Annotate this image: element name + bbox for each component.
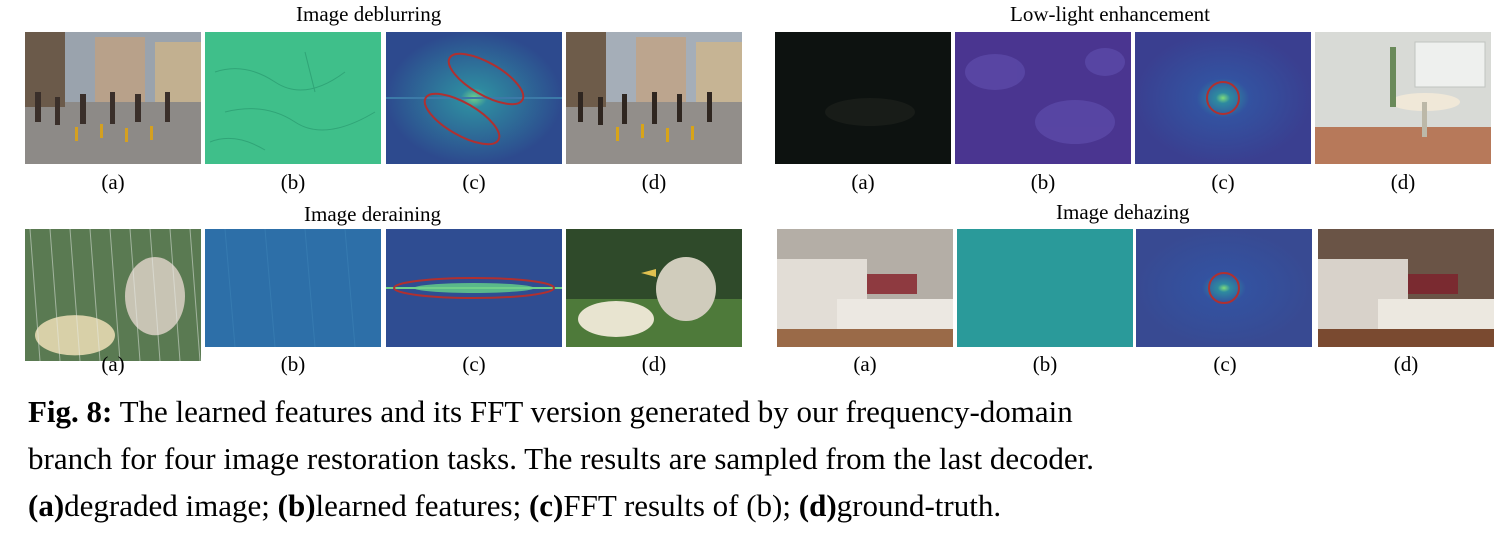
derain-ground-truth <box>566 229 742 347</box>
deblur-label-d: (d) <box>641 170 667 194</box>
lowlight-label-d: (d) <box>1390 170 1416 194</box>
lowlight-label-c: (c) <box>1211 170 1235 194</box>
dehaze-label-c: (c) <box>1213 352 1237 376</box>
caption-fig-label: Fig. 8: <box>28 394 113 429</box>
caption-line-1: Fig. 8: The learned features and its FFT… <box>28 388 1488 435</box>
caption-text-a: degraded image; <box>64 488 278 523</box>
lowlight-fft-result <box>1135 32 1311 164</box>
deblur-label-b: (b) <box>280 170 306 194</box>
caption-line-1-text: The learned features and its FFT version… <box>112 394 1073 429</box>
lowlight-learned-features <box>955 32 1131 164</box>
lowlight-ground-truth <box>1315 32 1491 164</box>
group-title-dehazing: Image dehazing <box>1056 200 1190 224</box>
derain-label-b: (b) <box>280 352 306 376</box>
deblur-ground-truth <box>566 32 742 164</box>
derain-learned-features <box>205 229 381 347</box>
dehaze-ground-truth <box>1318 229 1494 347</box>
caption-key-b: (b) <box>277 488 316 523</box>
caption-key-c: (c) <box>528 488 564 523</box>
lowlight-label-a: (a) <box>851 170 875 194</box>
caption-line-3: (a)degraded image; (b)learned features; … <box>28 482 1488 529</box>
dehaze-label-d: (d) <box>1393 352 1419 376</box>
dehaze-learned-features <box>957 229 1133 347</box>
deblur-fft-result <box>386 32 562 164</box>
group-title-deblurring: Image deblurring <box>296 2 442 26</box>
caption-key-d: (d) <box>798 488 837 523</box>
derain-label-d: (d) <box>641 352 667 376</box>
dehaze-label-a: (a) <box>853 352 877 376</box>
lowlight-degraded-image <box>775 32 951 164</box>
caption-text-d: ground-truth. <box>836 488 1002 523</box>
derain-label-c: (c) <box>462 352 486 376</box>
deblur-learned-features <box>205 32 381 164</box>
deblur-degraded-image <box>25 32 201 164</box>
dehaze-degraded-image <box>777 229 953 347</box>
group-title-lowlight: Low-light enhancement <box>1010 2 1211 26</box>
caption-text-b: learned features; <box>315 488 529 523</box>
derain-degraded-image <box>25 229 201 361</box>
deblur-label-c: (c) <box>462 170 486 194</box>
derain-fft-result <box>386 229 562 347</box>
deblur-label-a: (a) <box>101 170 125 194</box>
figure-caption: Fig. 8: The learned features and its FFT… <box>28 388 1488 529</box>
group-title-deraining: Image deraining <box>304 202 442 226</box>
derain-label-a: (a) <box>101 352 125 376</box>
caption-line-2: branch for four image restoration tasks.… <box>28 441 1094 476</box>
dehaze-label-b: (b) <box>1032 352 1058 376</box>
dehaze-fft-result <box>1136 229 1312 347</box>
caption-key-a: (a) <box>28 488 65 523</box>
caption-text-c: FFT results of (b); <box>563 488 799 523</box>
lowlight-label-b: (b) <box>1030 170 1056 194</box>
